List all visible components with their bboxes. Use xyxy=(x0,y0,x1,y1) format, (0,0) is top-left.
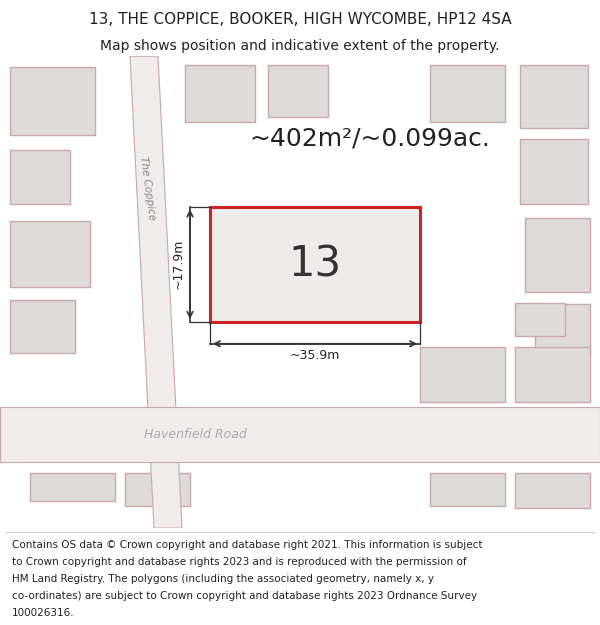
Bar xyxy=(210,207,420,322)
Bar xyxy=(268,65,328,117)
Bar xyxy=(420,347,505,402)
Text: to Crown copyright and database rights 2023 and is reproduced with the permissio: to Crown copyright and database rights 2… xyxy=(12,557,467,567)
Bar xyxy=(520,65,588,128)
Text: Contains OS data © Crown copyright and database right 2021. This information is : Contains OS data © Crown copyright and d… xyxy=(12,540,482,550)
Text: 13, THE COPPICE, BOOKER, HIGH WYCOMBE, HP12 4SA: 13, THE COPPICE, BOOKER, HIGH WYCOMBE, H… xyxy=(89,12,511,28)
Text: 13: 13 xyxy=(289,243,341,285)
Bar xyxy=(520,139,588,204)
Text: ~35.9m: ~35.9m xyxy=(290,349,340,362)
Bar xyxy=(185,65,255,122)
Bar xyxy=(10,221,90,287)
Bar xyxy=(430,65,505,122)
Bar xyxy=(10,68,95,135)
Text: ~402m²/~0.099ac.: ~402m²/~0.099ac. xyxy=(250,126,490,151)
Bar xyxy=(525,217,590,292)
Text: 100026316.: 100026316. xyxy=(12,608,74,618)
Bar xyxy=(125,473,190,506)
Bar xyxy=(30,473,115,501)
Text: Havenfield Road: Havenfield Road xyxy=(143,428,247,441)
Bar xyxy=(10,300,75,352)
Bar xyxy=(10,149,70,204)
Text: ~17.9m: ~17.9m xyxy=(172,239,185,289)
Bar xyxy=(430,473,505,506)
Polygon shape xyxy=(130,56,182,528)
Text: co-ordinates) are subject to Crown copyright and database rights 2023 Ordnance S: co-ordinates) are subject to Crown copyr… xyxy=(12,591,477,601)
Text: The Coppice: The Coppice xyxy=(137,155,157,221)
Bar xyxy=(535,304,590,355)
Text: Map shows position and indicative extent of the property.: Map shows position and indicative extent… xyxy=(100,39,500,53)
Bar xyxy=(515,347,590,402)
Bar xyxy=(515,303,565,336)
Bar xyxy=(0,408,600,462)
Text: HM Land Registry. The polygons (including the associated geometry, namely x, y: HM Land Registry. The polygons (includin… xyxy=(12,574,434,584)
Bar xyxy=(515,473,590,508)
